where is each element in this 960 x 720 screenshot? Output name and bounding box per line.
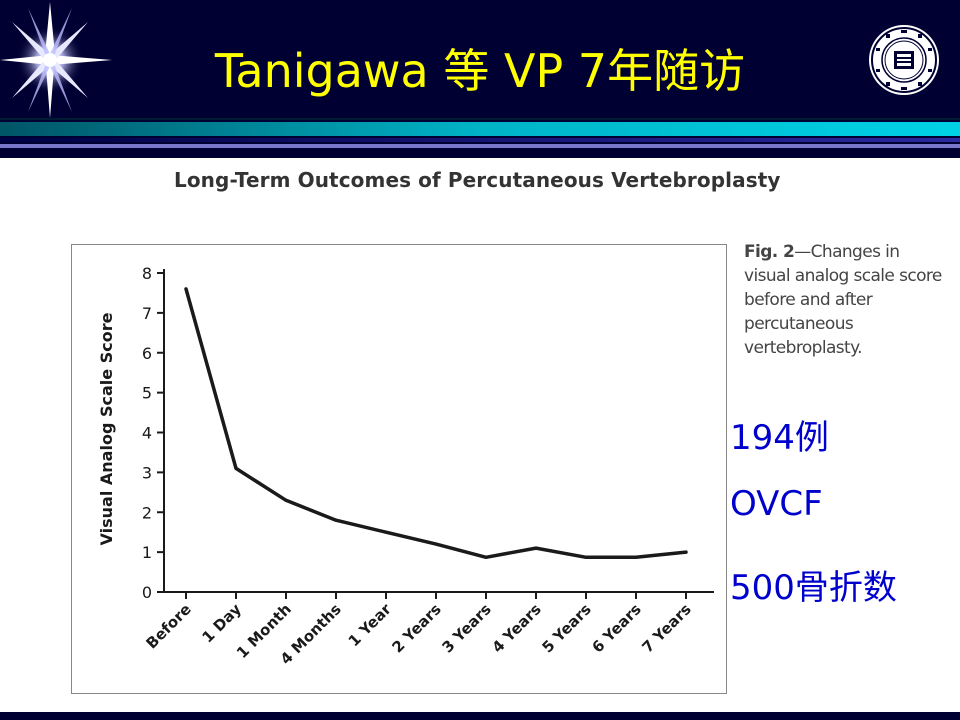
y-tick-label: 4 [142, 424, 152, 443]
starburst-icon [0, 2, 112, 118]
data-point [284, 498, 288, 502]
x-tick-label: Before [142, 600, 194, 652]
data-point [534, 546, 538, 550]
y-tick-label: 0 [142, 583, 152, 602]
x-tick-label: 4 Years [488, 600, 544, 656]
figure-label: Fig. 2 [744, 242, 795, 262]
x-tick-label: 7 Years [638, 600, 694, 656]
data-point [184, 287, 188, 291]
chart-frame: 0 1 2 3 4 5 6 7 8 Before 1 Day 1 Month 4 Months 1 Ye… [71, 244, 727, 694]
data-point [484, 555, 488, 559]
x-tick-label: 2 Years [388, 600, 444, 656]
data-point [634, 555, 638, 559]
x-tick-label: 6 Years [588, 600, 644, 656]
data-point [334, 518, 338, 522]
slide-footer-bar [0, 712, 960, 720]
series-line [184, 287, 688, 560]
header-stripes [0, 118, 960, 156]
figure-caption-text: —Changes in visual analog scale score be… [744, 242, 942, 358]
y-tick-label: 5 [142, 384, 152, 403]
x-tick-label: 5 Years [538, 600, 594, 656]
slide-title: Tanigawa 等 VP 7年随访 [214, 44, 746, 98]
y-axis-ticks: 0 1 2 3 4 5 6 7 8 [142, 264, 164, 602]
slide-header: Tanigawa 等 VP 7年随访 [0, 0, 960, 158]
data-point [384, 530, 388, 534]
y-tick-label: 1 [142, 543, 152, 562]
x-tick-label: 1 Year [345, 600, 396, 651]
x-tick-label: 1 Day [198, 600, 245, 647]
disease-label: OVCF [730, 484, 823, 524]
y-tick-label: 8 [142, 264, 152, 283]
data-point [684, 550, 688, 554]
y-tick-label: 2 [142, 503, 152, 522]
x-tick-label: 3 Years [438, 600, 494, 656]
case-count: 194例 [730, 418, 829, 458]
university-seal-icon [869, 25, 939, 95]
y-tick-label: 7 [142, 304, 152, 323]
data-point [584, 555, 588, 559]
y-tick-label: 3 [142, 463, 152, 482]
chart-axes [163, 269, 714, 593]
y-tick-label: 6 [142, 344, 152, 363]
paper-title: Long-Term Outcomes of Percutaneous Verte… [174, 168, 781, 192]
figure-caption: Fig. 2—Changes in visual analog scale sc… [744, 240, 944, 360]
data-point [434, 542, 438, 546]
series [184, 287, 688, 560]
fracture-count: 500骨折数 [730, 568, 897, 608]
y-axis-label: Visual Analog Scale Score [97, 312, 116, 545]
data-point [234, 466, 238, 470]
